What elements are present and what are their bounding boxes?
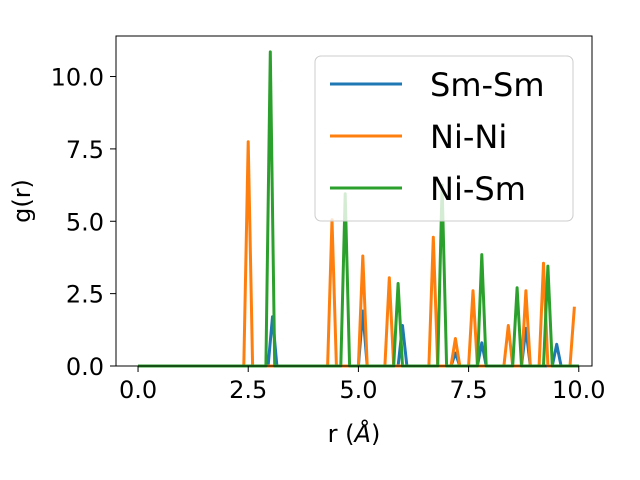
x-tick-label: 5.0	[339, 376, 377, 404]
legend-label-ni-ni: Ni-Ni	[430, 118, 507, 156]
legend: Sm-Sm Ni-Ni Ni-Sm	[314, 55, 574, 222]
legend-label-sm-sm: Sm-Sm	[430, 66, 545, 104]
plot-frame	[115, 35, 593, 367]
y-tick-label: 10.0	[51, 64, 104, 92]
y-tick-label: 0.0	[66, 353, 104, 381]
x-tick-label: 7.5	[450, 376, 488, 404]
y-tick-label: 2.5	[66, 281, 104, 309]
x-tick-label: 0.0	[119, 376, 157, 404]
x-tick-label: 10.0	[552, 376, 605, 404]
legend-label-ni-sm: Ni-Sm	[430, 170, 526, 208]
y-axis-label: g(r)	[8, 179, 36, 223]
y-tick-label: 7.5	[66, 136, 104, 164]
y-tick-label: 5.0	[66, 208, 104, 236]
legend-box	[314, 55, 574, 222]
ticks-layer: 0.0 2.5 5.0 7.5 10.0 0.0 2.5 5.0 7.5 10.0	[51, 64, 606, 404]
x-tick-label: 2.5	[229, 376, 267, 404]
x-axis-label: r (Å)	[328, 419, 381, 448]
